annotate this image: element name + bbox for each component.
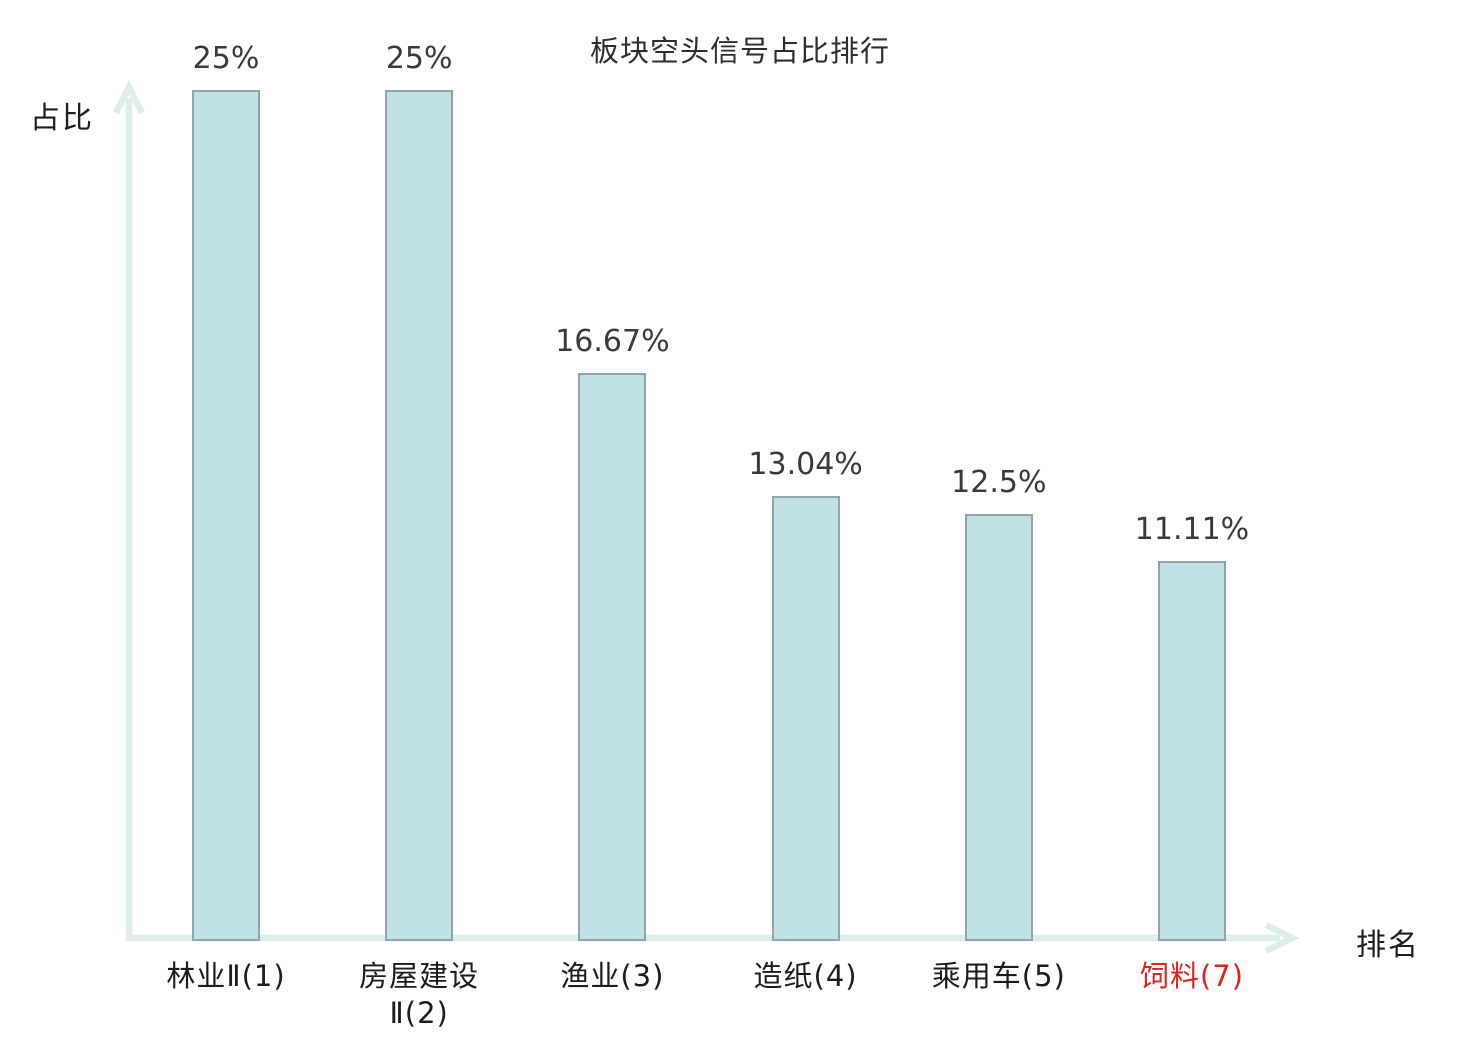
bar [192, 90, 260, 941]
bar [1158, 561, 1226, 941]
chart-title: 板块空头信号占比排行 [589, 34, 890, 68]
bar-category-label: 林业Ⅱ(1) [166, 959, 286, 993]
bar-category-label: 渔业(3) [560, 959, 665, 993]
bar-value-label: 25% [385, 41, 453, 76]
bar [964, 514, 1033, 941]
bar [771, 495, 840, 941]
y-axis-arrow-icon [113, 79, 145, 115]
bar-value-label: 13.04% [748, 446, 863, 482]
bar [385, 90, 454, 941]
bar-value-label: 16.67% [555, 323, 670, 359]
y-axis-label: 占比 [30, 101, 94, 136]
bar-value-label: 11.11% [1134, 512, 1250, 548]
bar-category-label: 造纸(4) [753, 959, 858, 993]
bar-category-label: 饲料(7) [1139, 959, 1245, 993]
x-axis-arrow-icon [1264, 922, 1300, 954]
bar [578, 372, 647, 941]
x-axis-label: 排名 [1356, 928, 1420, 963]
bar-category-label: 乘用车(5) [931, 959, 1066, 993]
bar-value-label: 12.5% [951, 465, 1047, 500]
bar-category-label: 房屋建设 Ⅱ(2) [359, 959, 480, 1030]
bar-value-label: 25% [192, 41, 260, 76]
